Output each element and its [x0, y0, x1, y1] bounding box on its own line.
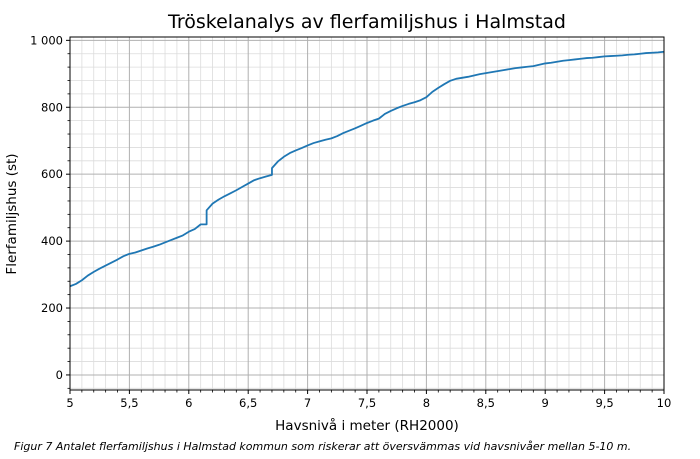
tick-marks	[66, 39, 665, 394]
y-tick-label: 0	[56, 368, 63, 382]
x-tick-label: 7	[304, 396, 311, 410]
series-lines	[69, 50, 665, 288]
x-tick-label: 6	[185, 396, 192, 410]
y-tick-label: 200	[41, 301, 63, 315]
y-tick-labels: 0 200 400 600 800 1 000	[30, 33, 63, 382]
x-tick-label: 6,5	[239, 396, 257, 410]
x-tick-labels: 5 5,5 6 6,5 7 7,5 8 8,5 9 9,5 10	[66, 396, 671, 410]
x-tick-label: 5,5	[120, 396, 138, 410]
major-grid	[69, 37, 665, 390]
x-tick-label: 7,5	[358, 396, 376, 410]
x-tick-label: 8,5	[477, 396, 495, 410]
x-tick-label: 10	[657, 396, 672, 410]
x-tick-label: 9,5	[595, 396, 613, 410]
x-tick-label: 9	[542, 396, 549, 410]
series-line	[69, 50, 665, 288]
figure-caption: Figur 7 Antalet flerfamiljshus i Halmsta…	[14, 440, 632, 453]
y-tick-label: 400	[41, 234, 63, 248]
x-tick-label: 5	[66, 396, 73, 410]
x-axis-label: Havsnivå i meter (RH2000)	[275, 417, 459, 434]
y-axis-label: Flerfamiljshus (st)	[4, 153, 20, 274]
chart-title: Tröskelanalys av flerfamiljshus i Halmst…	[167, 11, 566, 33]
y-tick-label: 800	[41, 100, 63, 114]
y-tick-label: 1 000	[30, 33, 63, 47]
x-tick-label: 8	[423, 396, 430, 410]
y-tick-label: 600	[41, 167, 63, 181]
